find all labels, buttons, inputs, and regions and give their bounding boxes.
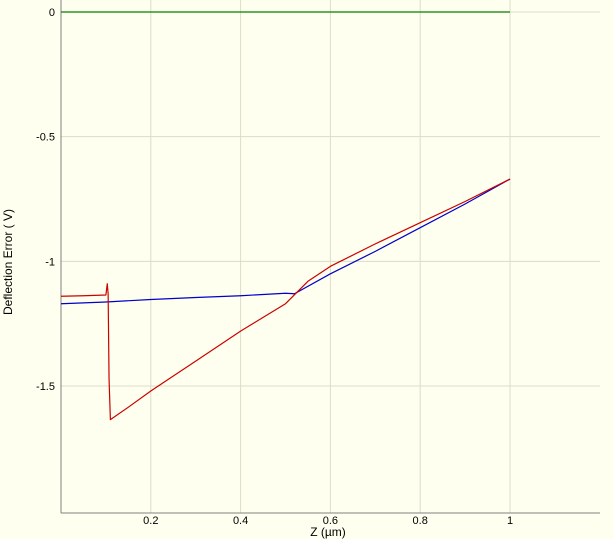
y-tick-label: 0 — [49, 7, 55, 19]
y-tick-label: -1.5 — [36, 381, 55, 393]
y-axis-label: Deflection Error ( V) — [1, 209, 15, 315]
x-tick-label: 0.6 — [323, 515, 338, 527]
x-ticks: 0.2 0.4 0.6 0.8 1 — [143, 515, 513, 527]
grid — [60, 0, 600, 514]
y-tick-label: -1 — [45, 256, 55, 268]
series-line-3 — [60, 178, 511, 421]
x-tick-label: 0.4 — [233, 515, 248, 527]
y-ticks: 0 -0.5 -1 -1.5 — [36, 7, 55, 393]
x-axis-label: Z (µm) — [310, 525, 346, 539]
series-line-2 — [60, 178, 511, 305]
x-tick-label: 0.2 — [143, 515, 158, 527]
x-tick-label: 0.8 — [413, 515, 428, 527]
series-layer — [60, 11, 511, 421]
y-tick-label: -0.5 — [36, 132, 55, 144]
x-tick-label: 1 — [507, 515, 513, 527]
